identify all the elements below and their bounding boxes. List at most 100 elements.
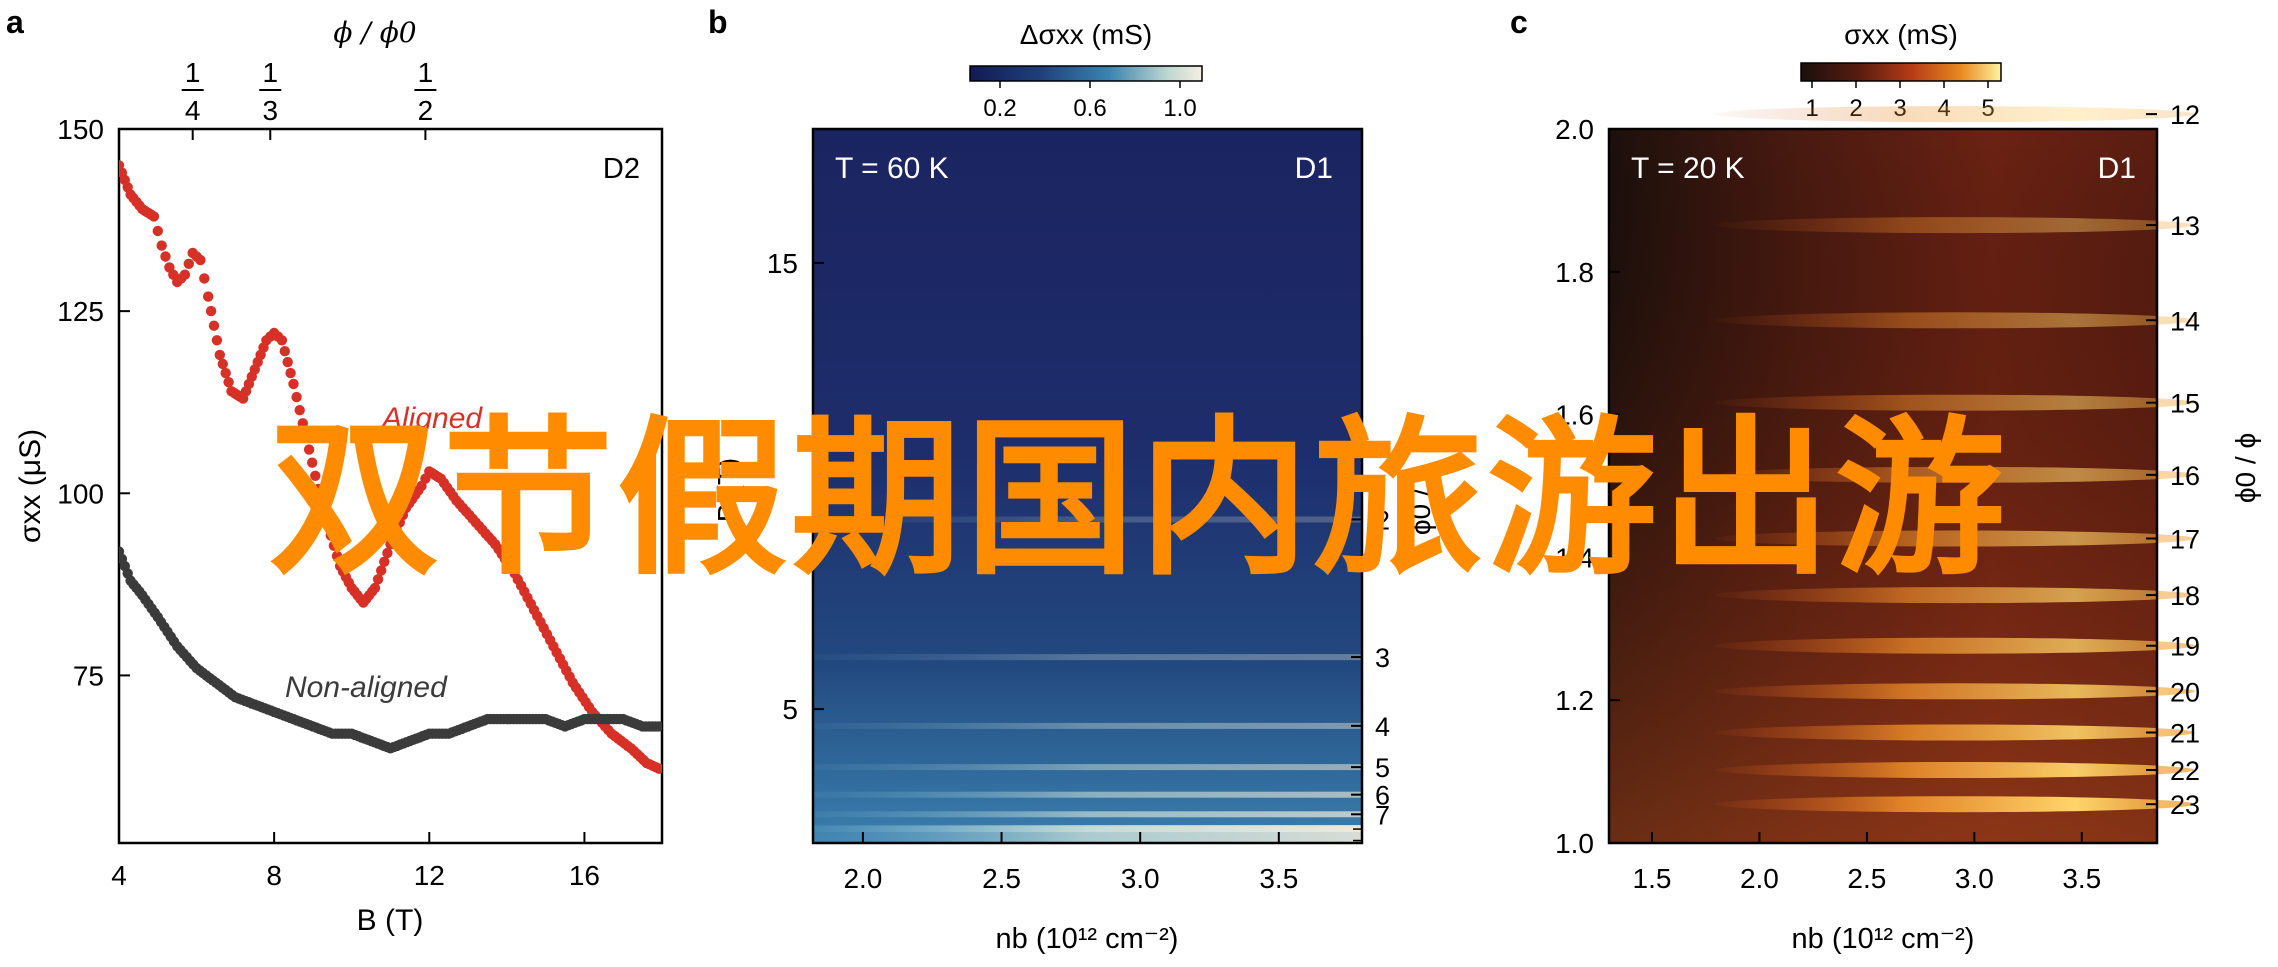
panel-b-y-label: B (T) (713, 458, 745, 522)
aligned-point (179, 269, 191, 280)
panel-c-temperature: T = 20 K (1631, 152, 1745, 185)
top-tick-denominator: 4 (185, 95, 201, 126)
right-tick-label: 16 (2170, 461, 2200, 491)
aligned-point (282, 356, 293, 368)
right-tick-label: 23 (2170, 790, 2200, 820)
panel-c-x-label: nb (10¹² cm⁻²) (1792, 923, 1975, 955)
x-tick-label: 8 (266, 860, 282, 891)
y-tick-label: 15 (767, 248, 798, 279)
x-tick-label: 3.5 (2062, 863, 2101, 894)
panel-label-b: b (708, 4, 728, 40)
aligned-point (303, 444, 315, 455)
panel-b-colorbar-ticks: 0.2 0.6 1.0 (983, 81, 1197, 122)
aligned-point (148, 211, 160, 222)
legend-label-aligned: Aligned (380, 402, 483, 435)
panel-a-x-axis: 4 8 12 16 (111, 832, 600, 891)
panel-a-top-axis-label: ϕ / ϕ0 (333, 16, 416, 49)
panel-b-heatmap (813, 129, 1362, 843)
aligned-point (217, 358, 228, 370)
panel-b-frame (811, 127, 1364, 845)
y-tick-label: 1.6 (1555, 400, 1594, 431)
right-tick-label: 6 (1375, 781, 1390, 811)
aligned-point (376, 565, 387, 576)
aligned-point (331, 550, 343, 562)
aligned-point (214, 349, 225, 361)
x-tick-label: 1.5 (1633, 863, 1672, 894)
oscillation-band (813, 722, 1362, 729)
x-tick-label: 4 (111, 860, 127, 891)
aligned-point (291, 391, 302, 403)
aligned-point (369, 582, 381, 594)
panel-c-heatmap (1609, 106, 2195, 843)
panel-label-c: c (1510, 4, 1528, 40)
y-tick-label: 1.4 (1555, 542, 1594, 573)
oscillation-band (1715, 683, 2195, 700)
y-tick-label: 75 (73, 660, 104, 691)
aligned-point (211, 335, 223, 346)
right-tick-label: 18 (2170, 581, 2200, 611)
panel-b-colorbar (969, 65, 1203, 82)
aligned-point (328, 540, 340, 551)
y-tick-label: 1.8 (1555, 257, 1594, 288)
panel-c-right-axis-label: ϕ0 / ϕ (2230, 433, 2261, 503)
right-tick-label: 7 (1375, 800, 1390, 830)
right-tick-label: 12 (2170, 100, 2200, 130)
oscillation-band (1715, 394, 2195, 411)
panel-label-a: a (6, 4, 24, 40)
top-tick-numerator: 1 (185, 57, 201, 88)
y-tick-label: 5 (782, 694, 798, 725)
panel-a-series (119, 160, 662, 774)
oscillation-band (813, 654, 1362, 661)
right-tick-label: 5 (1375, 753, 1390, 783)
aligned-point (152, 225, 163, 237)
top-tick-numerator: 1 (262, 57, 278, 88)
oscillation-band (1715, 106, 2195, 123)
oscillation-band (1715, 312, 2195, 329)
colorbar-tick-label: 1.0 (1163, 95, 1196, 122)
x-tick-label: 2.0 (843, 863, 882, 894)
right-tick-label: 22 (2170, 756, 2200, 786)
oscillation-band (813, 764, 1362, 771)
oscillation-band (1715, 796, 2195, 813)
panel-b-x-axis: 2.0 2.5 3.0 3.5 (843, 832, 1298, 894)
aligned-point (276, 335, 288, 346)
top-tick-denominator: 3 (262, 95, 278, 126)
y-tick-label: 1.2 (1555, 685, 1594, 716)
y-tick-label: 2.0 (1555, 114, 1594, 145)
panel-b-right-axis-label: ϕ0 / ϕ (1405, 465, 1436, 535)
aligned-point (199, 273, 210, 284)
panel-a-top-axis: 1 4 1 3 1 2 (181, 57, 437, 140)
aligned-point (297, 418, 308, 429)
x-tick-label: 3.0 (1121, 863, 1160, 894)
panel-c-device: D1 (2098, 152, 2136, 185)
aligned-point (279, 346, 290, 357)
x-tick-label: 2.5 (1847, 863, 1886, 894)
x-tick-label: 2.5 (982, 863, 1021, 894)
panel-b-right-axis: 2 3 4 567 (1351, 505, 1390, 842)
colorbar-tick-label: 0.6 (1073, 95, 1106, 122)
top-tick-numerator: 1 (418, 57, 434, 88)
panel-c-colorbar-label: σxx (mS) (1844, 19, 1958, 50)
right-tick-label: 15 (2170, 389, 2200, 419)
panel-c-y-axis: 1.0 1.2 1.4 1.6 1.8 2.0 (1555, 114, 1620, 859)
y-tick-label: 1.0 (1555, 828, 1594, 859)
aligned-point (300, 431, 312, 442)
right-tick-label: 19 (2170, 632, 2200, 662)
panel-a-x-label: B (T) (357, 904, 424, 937)
x-tick-label: 3.0 (1955, 863, 1994, 894)
oscillation-band (1715, 217, 2195, 234)
aligned-point (160, 251, 171, 262)
aligned-point (223, 377, 234, 388)
aligned-point (285, 367, 296, 379)
oscillation-band (813, 516, 1362, 523)
colorbar-tick-label: 0.2 (983, 95, 1016, 122)
aligned-point (322, 520, 333, 531)
panel-b-y-axis: 5 15 (767, 248, 824, 725)
top-tick-denominator: 2 (418, 95, 434, 126)
legend-label-non-aligned: Non-aligned (285, 671, 448, 704)
aligned-point (220, 367, 231, 379)
aligned-point (310, 470, 321, 481)
panel-c-x-axis: 1.5 2.0 2.5 3.0 3.5 (1633, 832, 2101, 894)
right-tick-label: 13 (2170, 211, 2200, 241)
